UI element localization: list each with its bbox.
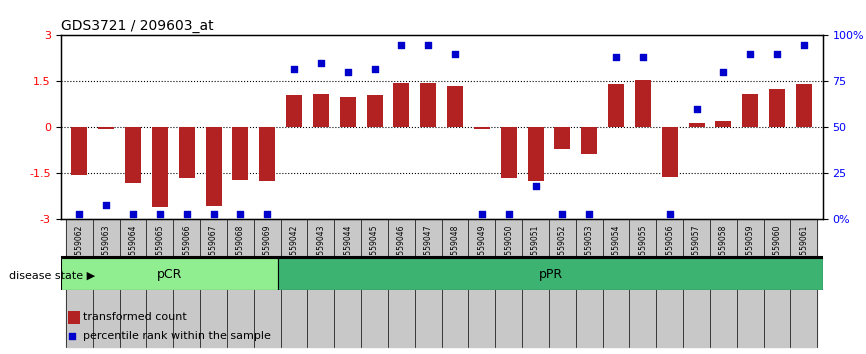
Bar bbox=[415, 219, 442, 347]
Bar bbox=[656, 219, 683, 347]
Point bbox=[180, 211, 194, 217]
Bar bbox=[125, 127, 141, 183]
Bar bbox=[791, 219, 818, 347]
Bar bbox=[254, 219, 281, 347]
Point bbox=[636, 55, 650, 60]
Point bbox=[475, 211, 488, 217]
Point bbox=[743, 51, 757, 57]
Point bbox=[662, 211, 676, 217]
Bar bbox=[742, 94, 759, 127]
Bar bbox=[501, 127, 517, 178]
Bar bbox=[527, 127, 544, 181]
Bar bbox=[764, 219, 791, 347]
Point bbox=[555, 211, 569, 217]
Text: GDS3721 / 209603_at: GDS3721 / 209603_at bbox=[61, 19, 213, 33]
Point bbox=[770, 51, 784, 57]
Point bbox=[422, 42, 436, 47]
Bar bbox=[549, 219, 576, 347]
Bar bbox=[68, 311, 80, 324]
FancyBboxPatch shape bbox=[278, 258, 823, 290]
Bar bbox=[393, 83, 410, 127]
Bar bbox=[522, 219, 549, 347]
Bar bbox=[630, 219, 656, 347]
Bar bbox=[420, 83, 436, 127]
Point bbox=[716, 69, 730, 75]
Bar bbox=[554, 127, 571, 149]
Bar bbox=[71, 127, 87, 175]
Point bbox=[395, 42, 409, 47]
Bar bbox=[442, 219, 469, 347]
Text: percentile rank within the sample: percentile rank within the sample bbox=[83, 331, 271, 341]
Bar bbox=[603, 219, 630, 347]
Bar bbox=[205, 127, 222, 206]
Text: transformed count: transformed count bbox=[83, 312, 187, 322]
Bar bbox=[66, 219, 93, 347]
Point bbox=[314, 60, 328, 66]
Bar bbox=[495, 219, 522, 347]
Bar bbox=[286, 95, 302, 127]
Bar bbox=[635, 80, 651, 127]
Bar bbox=[334, 219, 361, 347]
Text: pPR: pPR bbox=[539, 268, 563, 281]
Bar bbox=[146, 219, 173, 347]
Point bbox=[689, 106, 703, 112]
Bar bbox=[662, 127, 678, 177]
Point bbox=[288, 66, 301, 72]
Bar bbox=[769, 89, 785, 127]
Bar bbox=[173, 219, 200, 347]
Bar bbox=[313, 94, 329, 127]
Bar bbox=[710, 219, 737, 347]
Bar bbox=[388, 219, 415, 347]
Point bbox=[368, 66, 382, 72]
Bar bbox=[178, 127, 195, 178]
Bar bbox=[361, 219, 388, 347]
Point bbox=[126, 211, 140, 217]
Point bbox=[341, 69, 355, 75]
Bar bbox=[307, 219, 334, 347]
Bar bbox=[469, 219, 495, 347]
Bar bbox=[608, 85, 624, 127]
Bar bbox=[581, 127, 598, 154]
Bar bbox=[796, 85, 812, 127]
Bar bbox=[339, 97, 356, 127]
Text: disease state ▶: disease state ▶ bbox=[9, 271, 94, 281]
Bar bbox=[259, 127, 275, 181]
Bar bbox=[232, 127, 249, 179]
Point bbox=[448, 51, 462, 57]
Bar bbox=[576, 219, 603, 347]
Point bbox=[153, 211, 167, 217]
FancyBboxPatch shape bbox=[61, 258, 278, 290]
Point bbox=[207, 211, 221, 217]
Bar bbox=[93, 219, 120, 347]
Bar bbox=[281, 219, 307, 347]
Bar bbox=[120, 219, 146, 347]
Point bbox=[234, 211, 248, 217]
Bar bbox=[98, 127, 114, 129]
Point bbox=[100, 202, 113, 207]
Bar bbox=[737, 219, 764, 347]
Bar bbox=[152, 127, 168, 207]
Point bbox=[261, 211, 275, 217]
Point bbox=[582, 211, 596, 217]
Bar bbox=[474, 127, 490, 129]
Bar bbox=[688, 123, 705, 127]
Point bbox=[797, 42, 811, 47]
Point bbox=[539, 226, 553, 232]
Bar bbox=[227, 219, 254, 347]
Bar bbox=[366, 95, 383, 127]
Bar bbox=[683, 219, 710, 347]
Bar bbox=[200, 219, 227, 347]
Point bbox=[528, 183, 542, 189]
Bar bbox=[715, 121, 732, 127]
Bar bbox=[447, 86, 463, 127]
Point bbox=[609, 55, 623, 60]
Text: pCR: pCR bbox=[157, 268, 182, 281]
Point bbox=[73, 211, 87, 217]
Point bbox=[501, 211, 515, 217]
